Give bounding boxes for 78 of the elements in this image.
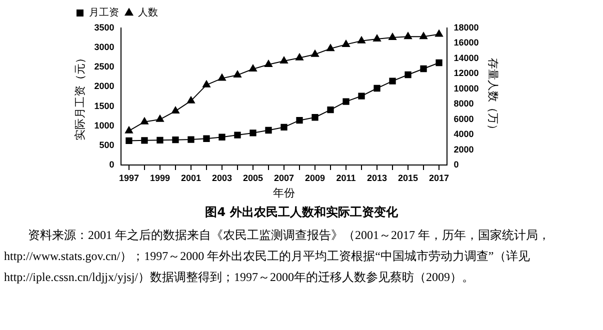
- x-tick-label: 2017: [429, 172, 450, 183]
- x-axis-title: 年份: [272, 186, 295, 200]
- x-tick-label: 2009: [304, 172, 326, 183]
- point: [296, 117, 303, 124]
- x-tick-label: 2003: [212, 172, 232, 183]
- point: [218, 134, 226, 140]
- legend-label: 月工资: [89, 6, 119, 19]
- y2-tick-label: 0: [454, 159, 459, 170]
- x-tick-label: 1997: [118, 172, 139, 183]
- point: [203, 135, 210, 142]
- text: 资料来源：2001 年之后的数据来自《农民工监测调查报告》（2001～2017 年，历年，国家统计局，http://www.stats.gov.cn/）；1997～2000 年外出农民工的月平均工资根据“中国城市劳动力调查”（详见 http://iple.cssn.cn/ldjjx/yjsj/）数据调整得到；1997～2000年的迁移人数参见蔡昉（2009）。: [4, 227, 551, 286]
- x-tick-label: 2001: [180, 172, 201, 183]
- point: [202, 80, 210, 88]
- point: [172, 136, 179, 144]
- caption: 图4 外出农民工人数和实际工资变化: [204, 204, 399, 221]
- point: [188, 136, 194, 143]
- y2-tick-label: 2000: [454, 144, 474, 154]
- point: [327, 106, 334, 114]
- point: [140, 117, 148, 124]
- x-tick-label: 2005: [242, 172, 264, 183]
- point: [296, 53, 304, 60]
- y-tick-label: 500: [99, 140, 114, 150]
- point: [187, 96, 195, 104]
- y2-tick-label: 16000: [454, 38, 479, 48]
- point: [265, 126, 272, 134]
- point: [358, 92, 365, 100]
- point: [373, 34, 381, 42]
- point: [172, 106, 180, 114]
- y2-tick-label: 14000: [454, 52, 479, 63]
- point: [218, 74, 226, 81]
- point: [249, 64, 257, 72]
- point: [156, 136, 164, 144]
- y2-tick-label: 4000: [454, 129, 474, 140]
- y2-tick-label: 6000: [454, 114, 474, 124]
- y-tick-label: 1500: [94, 100, 114, 111]
- point: [280, 56, 288, 64]
- point: [420, 32, 428, 40]
- y-tick-label: 0: [109, 159, 114, 170]
- point: [312, 114, 318, 121]
- point: [388, 33, 396, 40]
- point: [264, 60, 272, 68]
- y-tick-label: 2000: [94, 81, 114, 92]
- point: [404, 32, 412, 40]
- point: [435, 30, 443, 37]
- point: [374, 84, 380, 92]
- point: [234, 132, 241, 138]
- y2-tick-label: 10000: [454, 83, 479, 94]
- point: [342, 98, 350, 105]
- x-tick-label: 2011: [336, 172, 356, 183]
- point: [126, 137, 132, 144]
- point: [420, 65, 427, 72]
- y-tick-label: 2500: [94, 62, 114, 72]
- point: [141, 137, 148, 144]
- legend-label: 人数: [138, 8, 158, 19]
- point: [342, 40, 350, 47]
- y-tick-label: 1000: [94, 120, 114, 130]
- point: [358, 36, 366, 44]
- y-tick-label: 3500: [94, 22, 114, 32]
- point: [280, 124, 288, 131]
- x-tick-label: 2013: [366, 172, 388, 183]
- point: [234, 70, 242, 78]
- point: [250, 130, 256, 136]
- point: [389, 78, 396, 84]
- point: [156, 114, 164, 122]
- y-tick-label: 3000: [94, 42, 114, 52]
- x-tick-label: 2007: [274, 172, 294, 183]
- point: [436, 59, 442, 66]
- y2-tick-label: 12000: [454, 68, 479, 78]
- y-axis-title: 实际月工资（元）: [73, 52, 86, 140]
- x-tick-label: 1999: [150, 172, 170, 183]
- point: [311, 50, 319, 57]
- y2-tick-label: 18000: [454, 22, 479, 32]
- y2-axis-title: 存量人数（万）: [486, 58, 500, 135]
- point: [326, 44, 334, 52]
- y2-tick-label: 8000: [454, 98, 474, 109]
- point: [125, 126, 133, 134]
- point: [404, 71, 412, 78]
- x-tick-label: 2015: [398, 172, 418, 183]
